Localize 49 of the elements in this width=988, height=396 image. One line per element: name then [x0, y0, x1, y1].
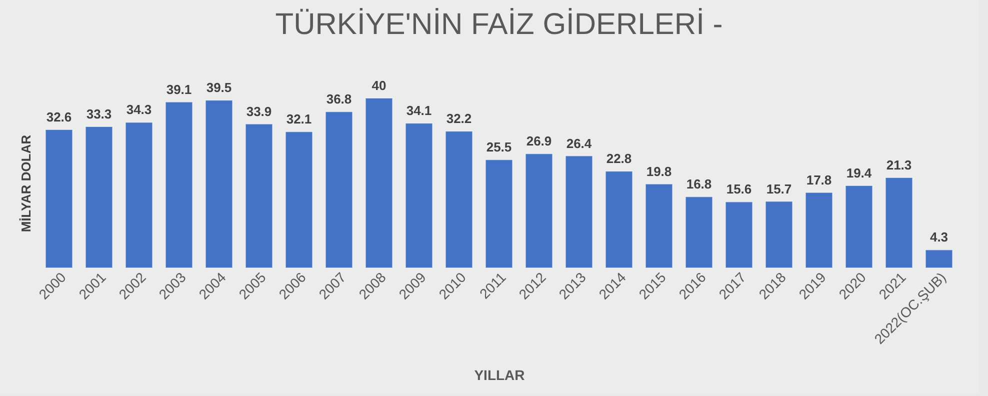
- data-label: 15.7: [766, 181, 792, 196]
- chart-title: TÜRKİYE'NİN FAİZ GİDERLERİ -: [275, 7, 723, 41]
- data-label: 21.3: [886, 157, 912, 172]
- data-label: 19.8: [646, 164, 672, 179]
- bar: [924, 249, 954, 268]
- bar: [44, 128, 74, 268]
- data-label: 32.2: [446, 111, 472, 126]
- bar: [604, 170, 634, 268]
- bar: [724, 201, 754, 268]
- bar: [644, 183, 674, 268]
- data-label: 15.6: [726, 182, 752, 197]
- data-label: 4.3: [930, 230, 948, 245]
- bar: [204, 100, 234, 268]
- bar: [324, 111, 354, 268]
- bar: [484, 159, 514, 268]
- data-label: 36.8: [326, 92, 352, 107]
- bar: [524, 153, 554, 268]
- bar: [404, 122, 434, 268]
- data-label: 40: [372, 78, 386, 93]
- data-label: 22.8: [606, 151, 632, 166]
- data-label: 39.1: [166, 82, 192, 97]
- bar: [844, 185, 874, 268]
- data-label: 39.5: [206, 80, 232, 96]
- bar: [804, 192, 834, 268]
- x-axis-title: YILLAR: [474, 366, 525, 383]
- bar: [564, 155, 594, 268]
- data-label: 33.9: [246, 104, 272, 119]
- bar: [764, 200, 794, 268]
- bar: [364, 98, 394, 268]
- y-axis-title: MİLYAR DOLAR: [18, 134, 34, 232]
- bar: [684, 196, 714, 268]
- bar: [244, 123, 274, 268]
- bar: [444, 130, 474, 268]
- bar: [284, 131, 314, 268]
- data-label: 25.5: [486, 140, 512, 155]
- data-label: 16.8: [686, 176, 712, 192]
- bar: [164, 101, 194, 268]
- data-label: 34.3: [126, 102, 152, 118]
- data-label: 32.6: [46, 109, 72, 124]
- bar: [124, 122, 154, 268]
- bar: [884, 176, 914, 268]
- data-label: 17.8: [806, 172, 832, 188]
- data-label: 32.1: [286, 112, 312, 127]
- data-label: 26.4: [566, 136, 592, 151]
- data-label: 26.9: [526, 134, 552, 149]
- data-label: 34.1: [406, 103, 432, 118]
- data-label: 19.4: [846, 166, 872, 181]
- data-label: 33.3: [86, 106, 112, 122]
- bar: [84, 126, 114, 268]
